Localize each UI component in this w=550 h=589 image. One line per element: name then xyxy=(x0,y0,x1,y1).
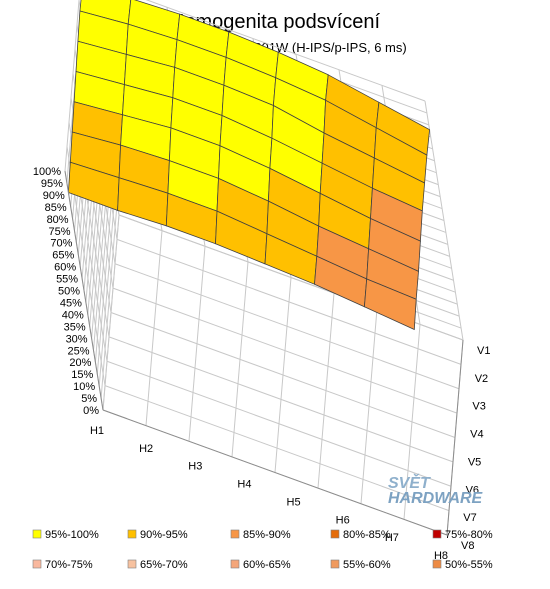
legend-swatch xyxy=(230,559,240,569)
z-tick-label: 45% xyxy=(60,297,82,309)
z-tick-label: 20% xyxy=(69,357,91,369)
z-tick-label: 25% xyxy=(67,345,89,357)
legend-swatch xyxy=(432,559,442,569)
z-axis-ticks: 0%5%10%15%20%25%30%35%40%45%50%55%60%65%… xyxy=(33,166,99,417)
legend-label: 75%-80% xyxy=(445,529,493,541)
v-tick-label: V7 xyxy=(463,512,476,524)
back-wall-vertical xyxy=(424,100,464,341)
legend-label: 65%-70% xyxy=(140,559,188,571)
z-tick-label: 75% xyxy=(48,226,70,238)
z-tick-label: 90% xyxy=(43,190,65,202)
v-axis-ticks: V1 V2 V3 V4 V5 V6 V7 V8 xyxy=(461,345,490,552)
watermark-line1: SVĚT xyxy=(388,473,431,492)
front-edges xyxy=(64,170,464,536)
legend-label: 70%-75% xyxy=(45,559,93,571)
h-axis-ticks: H1 H2 H3 H4 H5 H6 H7 H8 xyxy=(90,425,448,562)
floor-gridline-v xyxy=(114,263,460,390)
legend-swatch xyxy=(330,559,340,569)
watermark-line2: HARDWARE xyxy=(388,490,484,507)
v-tick-label: V2 xyxy=(475,373,488,385)
h-axis-line xyxy=(102,409,448,536)
z-tick-label: 35% xyxy=(64,321,86,333)
h-tick-label: H8 xyxy=(434,550,448,562)
z-tick-label: 100% xyxy=(33,166,61,178)
legend-swatch xyxy=(432,529,442,539)
z-tick-label: 85% xyxy=(45,202,67,214)
surface-cell xyxy=(363,278,417,331)
z-tick-label: 0% xyxy=(83,405,99,417)
legend-label: 55%-60% xyxy=(343,559,391,571)
z-tick-label: 55% xyxy=(56,274,78,286)
v-tick-label: V4 xyxy=(470,429,483,441)
legend-label: 50%-55% xyxy=(445,559,493,571)
legend-swatch xyxy=(330,529,340,539)
surface-plot xyxy=(67,0,431,331)
z-tick-label: 65% xyxy=(52,250,74,262)
z-tick-label: 30% xyxy=(66,333,88,345)
legend-swatch xyxy=(32,529,42,539)
z-tick-label: 95% xyxy=(41,178,63,190)
floor-gridline-v xyxy=(116,238,462,365)
z-tick-label: 60% xyxy=(54,262,76,274)
h-tick-label: H7 xyxy=(385,532,399,544)
z-tick-label: 10% xyxy=(73,381,95,393)
legend-swatch xyxy=(32,559,42,569)
watermark-logo: SVĚT HARDWARE xyxy=(388,473,484,507)
floor-gridline-v xyxy=(104,385,450,512)
z-tick-label: 50% xyxy=(58,286,80,298)
h-tick-label: H5 xyxy=(287,496,301,508)
legend-swatch xyxy=(127,529,137,539)
h-tick-label: H2 xyxy=(139,443,153,455)
legend-label: 60%-65% xyxy=(243,559,291,571)
h-tick-label: H3 xyxy=(188,461,202,473)
legend: 95%-100% 90%-95% 85%-90% 80%-85% 75%-80% 70%-… xyxy=(32,529,493,571)
legend-label: 95%-100% xyxy=(45,529,99,541)
z-tick-label: 15% xyxy=(71,369,93,381)
h-tick-label: H1 xyxy=(90,425,104,437)
floor-gridline-v xyxy=(112,287,458,414)
legend-swatch xyxy=(127,559,137,569)
z-axis-line xyxy=(64,170,104,411)
floor-gridline-v xyxy=(106,360,452,487)
v-tick-label: V3 xyxy=(472,401,485,413)
floor-gridline-v xyxy=(110,312,456,438)
z-tick-label: 40% xyxy=(62,309,84,321)
legend-label: 85%-90% xyxy=(243,529,291,541)
h-tick-label: H6 xyxy=(336,514,350,526)
h-tick-label: H4 xyxy=(237,479,251,491)
v-tick-label: V5 xyxy=(468,456,481,468)
v-axis-line xyxy=(446,339,464,536)
v-tick-label: V8 xyxy=(461,540,474,552)
z-tick-label: 5% xyxy=(81,393,97,405)
v-tick-label: V1 xyxy=(477,345,490,357)
floor-gridline-v xyxy=(108,336,454,463)
v-tick-label: V6 xyxy=(466,484,479,496)
z-tick-label: 70% xyxy=(50,238,72,250)
legend-swatch xyxy=(230,529,240,539)
legend-label: 80%-85% xyxy=(343,529,391,541)
z-tick-label: 80% xyxy=(47,214,69,226)
legend-label: 90%-95% xyxy=(140,529,188,541)
